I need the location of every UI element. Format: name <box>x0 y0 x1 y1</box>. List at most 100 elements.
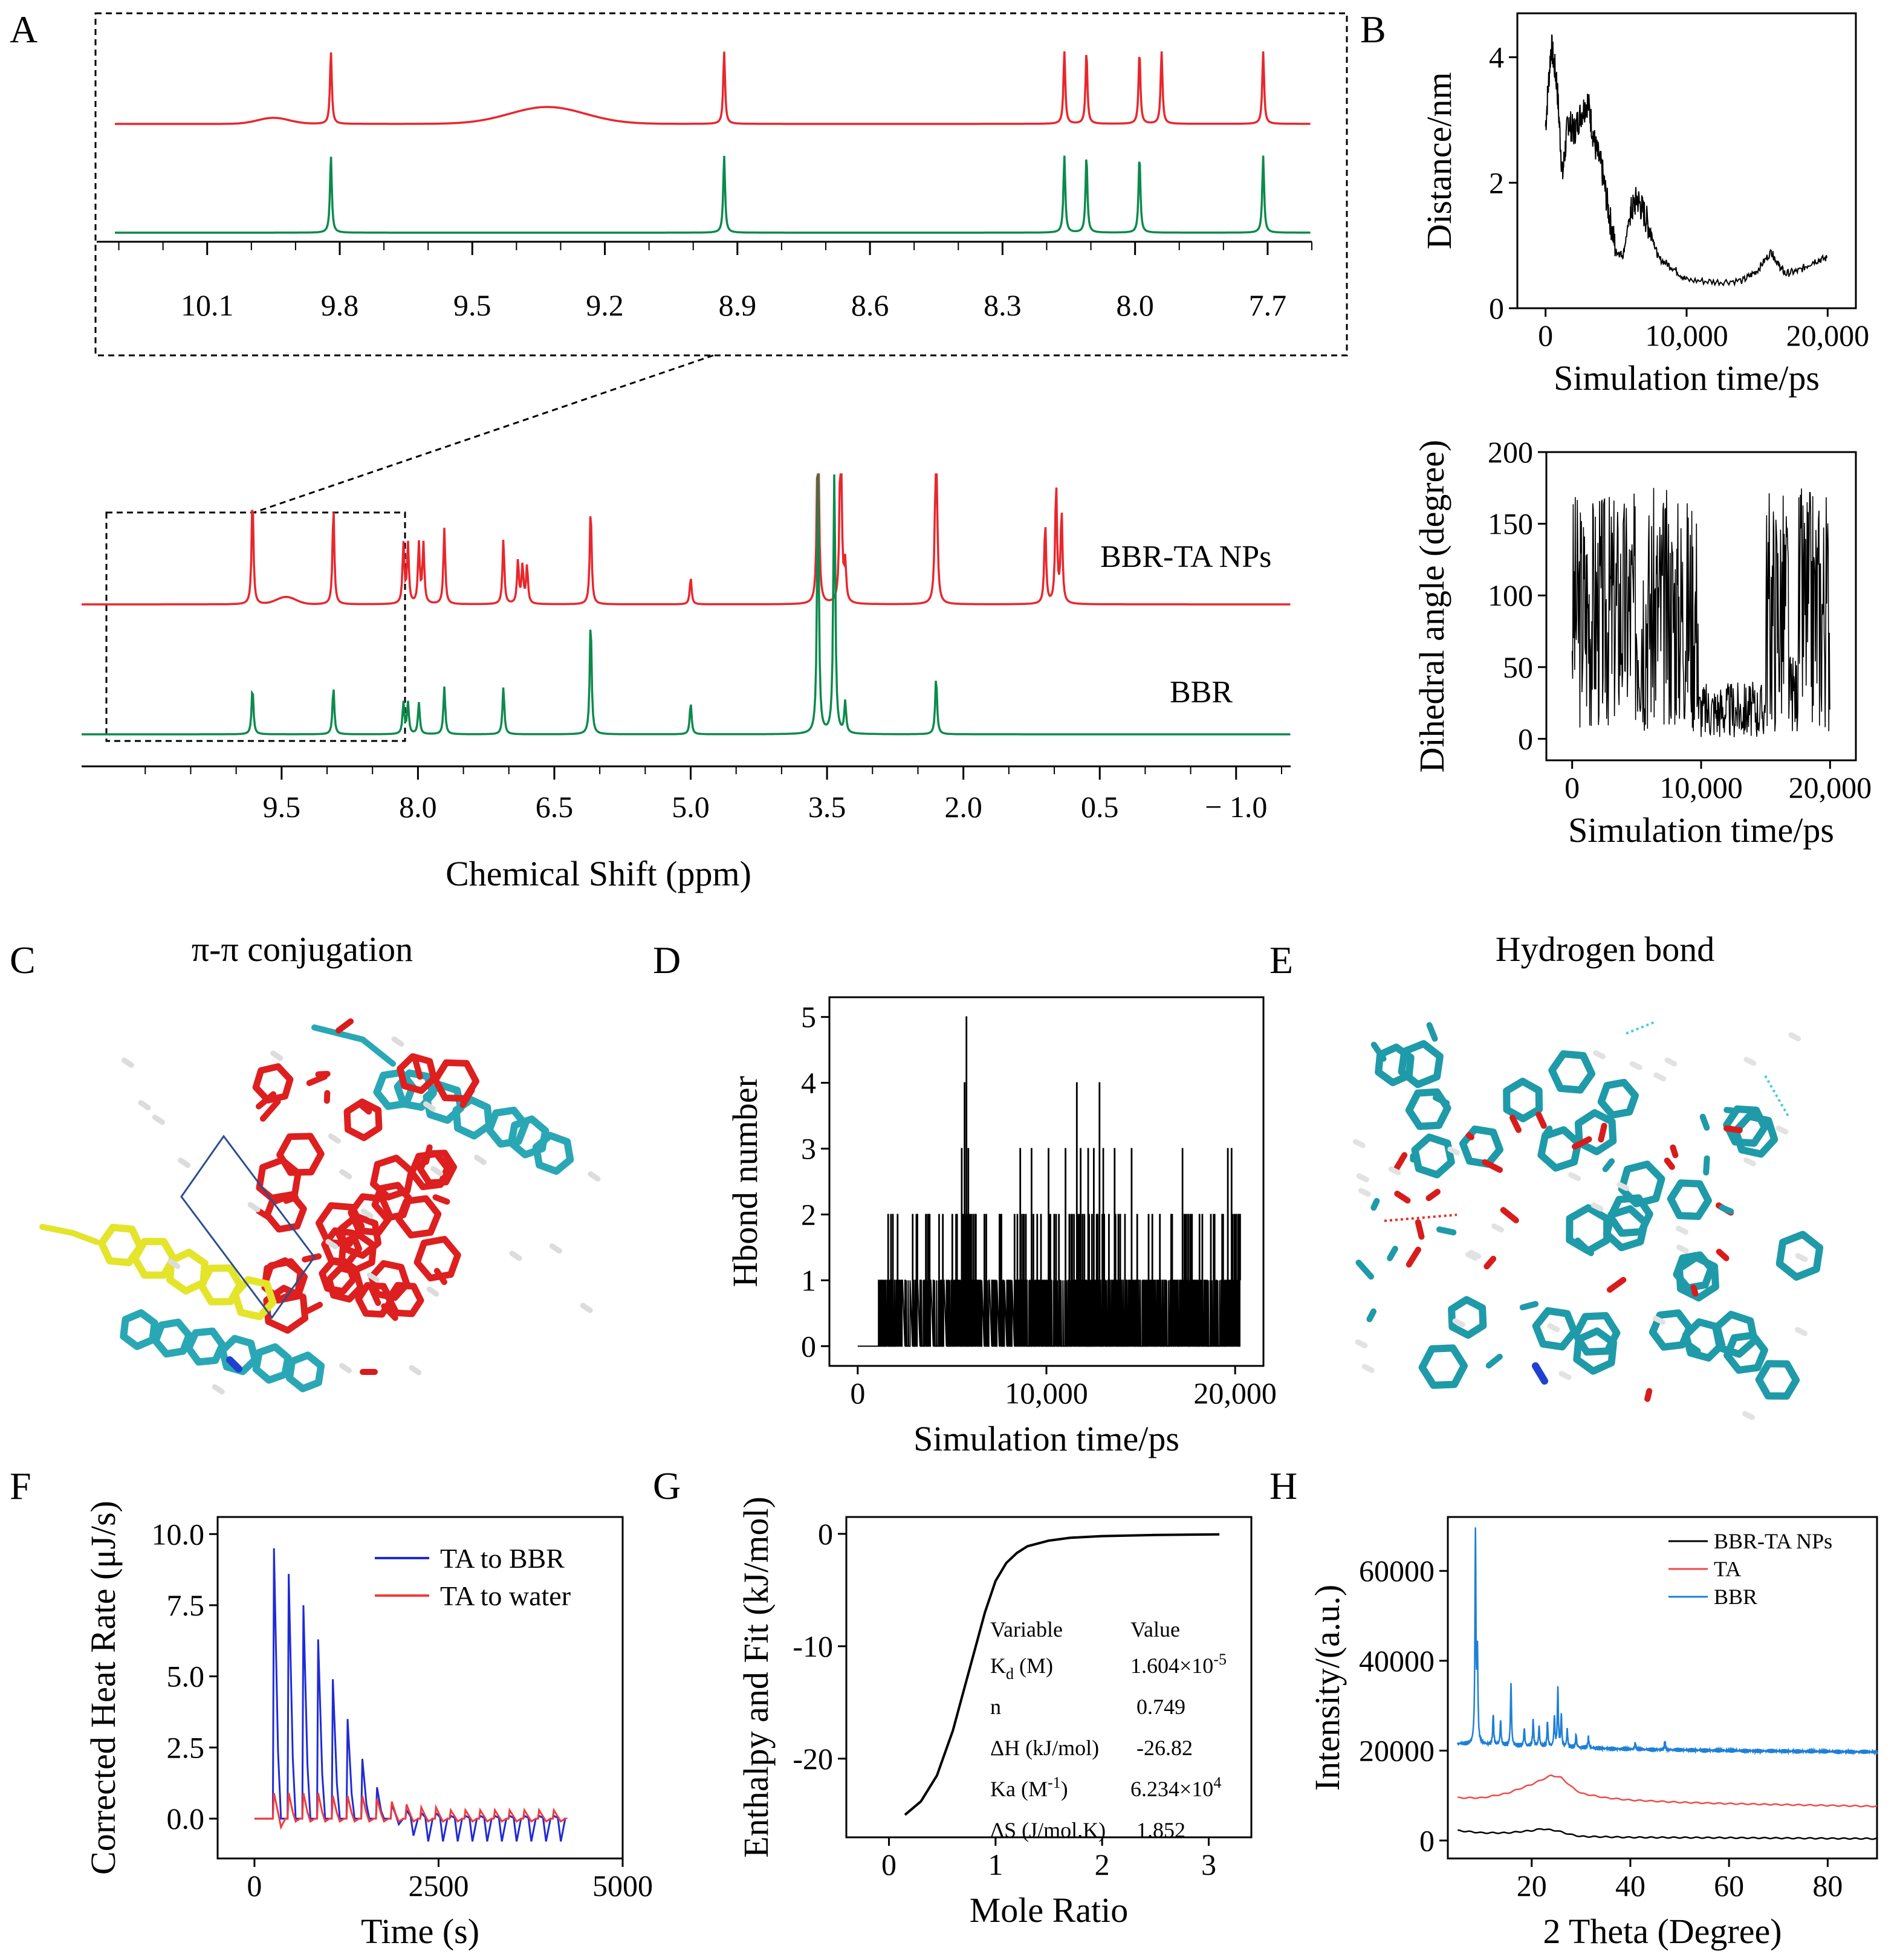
ta-ring <box>1422 1348 1464 1385</box>
bond <box>1545 1128 1549 1135</box>
panel-g-label: G <box>653 1464 681 1507</box>
table-row-value: 6.234×104 <box>1130 1774 1221 1801</box>
variable-suffix: (M) <box>1014 1654 1053 1678</box>
dihedral-trace <box>1572 488 1830 737</box>
hydrogen-stub <box>1359 1176 1366 1180</box>
y-tick-label: 2.5 <box>167 1730 205 1764</box>
bond <box>1722 1208 1731 1211</box>
variable-main: Ka (M <box>990 1777 1048 1801</box>
x-tick-label: 5.0 <box>672 790 710 824</box>
x-tick-label: 20 <box>1517 1869 1547 1903</box>
pi-pi-molecule-render <box>42 1021 598 1392</box>
y-tick-label: 100 <box>1488 578 1533 612</box>
plot-frame <box>1448 1517 1877 1858</box>
hydrogen-stub <box>273 1053 280 1058</box>
table-row-value: -26.82 <box>1136 1736 1193 1760</box>
xrd-trace-1 <box>1457 1775 1877 1806</box>
bond <box>1396 1155 1405 1170</box>
x-axis-title: 2 Theta (Degree) <box>1543 1912 1782 1951</box>
variable-main: ΔH (kJ/mol) <box>990 1736 1099 1760</box>
panel-b-label: B <box>1360 8 1386 51</box>
variable-main: K <box>990 1654 1006 1678</box>
hydrogen-stub <box>342 1366 349 1371</box>
x-tick-label: 0.5 <box>1081 790 1119 824</box>
inset-x-tick-label: 8.9 <box>719 288 757 322</box>
heat-trace-1 <box>255 1793 565 1828</box>
dihedral-chart: 0 10,000 20,000050100150200Simulation time… <box>1412 435 1872 850</box>
bond <box>1538 1114 1544 1126</box>
hydrogen-stub <box>1656 1318 1663 1322</box>
inset-trace-bbr-ta <box>115 51 1311 124</box>
ta-ring <box>1409 1092 1448 1127</box>
ta-ring <box>1601 1082 1635 1115</box>
bond <box>1706 1159 1707 1172</box>
bbr-ring-bottom <box>290 1355 321 1388</box>
x-tick-label: 20,000 <box>1193 1376 1277 1410</box>
table-row-variable: Ka (M-1) <box>990 1774 1068 1801</box>
bond <box>1693 1287 1695 1293</box>
x-tick-label: 0 <box>850 1376 865 1410</box>
hydrogen-stub <box>331 1136 338 1141</box>
zoom-region-box <box>106 513 405 741</box>
x-axis-title: Simulation time/ps <box>913 1419 1179 1458</box>
y-tick-label: 5.0 <box>167 1660 205 1693</box>
hydrogen-stub <box>250 1205 258 1209</box>
variable-main: n <box>990 1695 1001 1719</box>
x-tick-label: 0 <box>1538 319 1553 352</box>
table-row-value: 1.604×10-5 <box>1130 1651 1227 1678</box>
hydrogen-stub <box>394 1039 401 1044</box>
ta-ring <box>1506 1081 1539 1119</box>
panel-b: B 0 10,000 20,000024Simulation time/psDist… <box>1360 8 1872 850</box>
y-tick-label: 0.0 <box>167 1802 205 1835</box>
hydrogen-stub <box>1620 1185 1627 1188</box>
hydrogen-stub <box>141 1103 148 1108</box>
y-axis-title: Corrected Heat Rate (μJ/s) <box>83 1501 123 1875</box>
hydrogen-stub <box>1797 1330 1804 1333</box>
bond <box>1673 1148 1675 1156</box>
bond <box>1489 1357 1500 1365</box>
bond <box>1523 1304 1535 1308</box>
legend-label: BBR <box>1714 1585 1757 1609</box>
panel-a: A 10.1 9.8 9.5 9.2 8.9 8.6 8.3 8.0 7.7 9.5 8.0 6.5… <box>10 8 1347 893</box>
ta-ring <box>1552 1054 1592 1090</box>
ta-ring <box>1759 1363 1796 1396</box>
ta-ring <box>1569 1208 1607 1250</box>
hydrogen-stub <box>512 1253 519 1258</box>
ta-ring <box>1578 1113 1613 1151</box>
bond <box>1358 1263 1371 1276</box>
y-axis-title: Enthalpy and Fit (kJ/mol) <box>736 1496 776 1858</box>
hydrogen-stub <box>1571 1175 1578 1179</box>
hydrogen-stub <box>124 1060 131 1065</box>
inset-x-tick-label: 8.6 <box>851 288 889 322</box>
ta-bond <box>286 1197 296 1201</box>
hydrogen-stub <box>1450 1149 1457 1153</box>
table-row-variable: Kd (M) <box>990 1654 1053 1683</box>
y-tick-label: 150 <box>1488 507 1533 541</box>
value-sup: -5 <box>1213 1651 1227 1668</box>
inset-trace-bbr <box>115 156 1311 233</box>
hydrogen-stub <box>1364 1367 1372 1370</box>
zoom-connector <box>254 355 713 513</box>
value-main: -26.82 <box>1136 1736 1193 1760</box>
x-tick-label: 9.5 <box>263 790 301 824</box>
bond <box>1487 1259 1493 1267</box>
xrd-trace-2 <box>1457 1527 1877 1754</box>
inset-x-tick-label: 8.0 <box>1116 288 1154 322</box>
hydrogen-stub <box>1778 1128 1786 1132</box>
bbr-ring-bottom <box>256 1347 288 1380</box>
panel-f-label: F <box>10 1464 31 1507</box>
panel-d: D 0 10,000 20,000012345Simulation time/psH… <box>653 939 1277 1458</box>
x-tick-label: 0 <box>247 1869 262 1903</box>
oxygen-bond <box>339 1021 351 1030</box>
hydrogen-stub <box>1679 1247 1686 1251</box>
legend-label: TA <box>1714 1557 1741 1581</box>
hydrogen-stub <box>476 1157 484 1162</box>
y-axis-title: Intensity/(a.u.) <box>1308 1585 1347 1791</box>
hydrogen-stub <box>1561 1374 1569 1377</box>
hydrogen-stub <box>1455 1321 1462 1325</box>
bond <box>1369 1312 1373 1319</box>
bond <box>1439 1229 1453 1232</box>
x-tick-label: 40 <box>1615 1869 1645 1903</box>
y-tick-label: 10.0 <box>152 1517 205 1551</box>
bond <box>1390 1249 1395 1258</box>
